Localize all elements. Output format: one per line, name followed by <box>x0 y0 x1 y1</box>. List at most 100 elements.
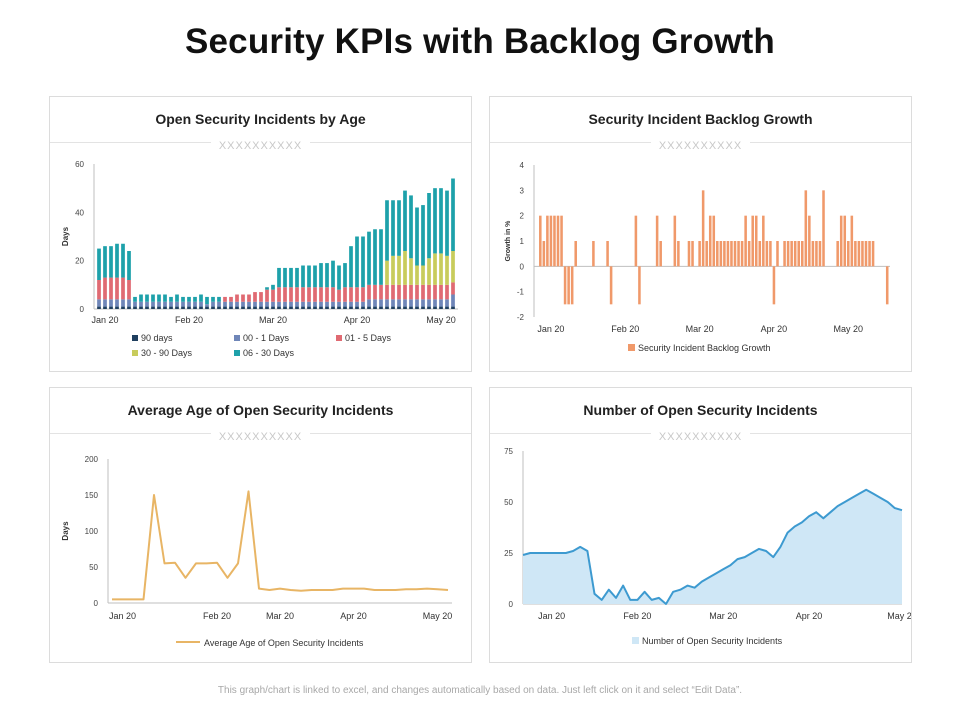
bar-segment <box>337 301 341 307</box>
bar-segment <box>331 301 335 307</box>
bar-segment <box>385 260 389 285</box>
legend-label: Number of Open Security Incidents <box>642 636 783 646</box>
bar-segment <box>157 306 161 309</box>
bar-segment <box>397 200 401 256</box>
growth-bar <box>758 241 762 267</box>
growth-bar <box>546 215 549 267</box>
bar-segment <box>193 301 197 307</box>
bar-segment <box>277 301 281 307</box>
growth-bar <box>797 241 801 267</box>
growth-bar <box>740 241 744 267</box>
bar-segment <box>409 299 413 307</box>
bar-segment <box>445 284 449 300</box>
bar-segment <box>115 277 119 300</box>
bar-segment <box>397 284 401 300</box>
page-title: Security KPIs with Backlog Growth <box>184 22 776 61</box>
y-tick-label: 0 <box>520 262 525 271</box>
legend-label: 00 - 1 Days <box>243 333 290 343</box>
legend-label: 06 - 30 Days <box>243 348 295 358</box>
bar-segment <box>403 284 407 300</box>
area-chart: 0 25 50 75 Jan 20 Feb 20 Mar 20 Apr 20 May 20 Num… <box>504 447 911 646</box>
bar-segment <box>367 306 371 309</box>
bar-segment <box>127 306 131 309</box>
bar-segment <box>175 306 179 309</box>
growth-bar <box>560 215 563 267</box>
bar-segment <box>265 306 269 309</box>
growth-bar <box>843 215 847 267</box>
bar-segment <box>253 292 257 302</box>
bar-segment <box>151 301 155 307</box>
bar-segment <box>295 267 299 288</box>
bar-segment <box>337 289 341 302</box>
x-tick-label: Apr 20 <box>344 315 371 325</box>
bar-segment <box>127 280 131 300</box>
x-tick-label: Jan 20 <box>109 611 136 621</box>
bar-segment <box>283 301 287 307</box>
y-tick-label: 0 <box>509 600 514 609</box>
bar-segment <box>361 306 365 309</box>
bar-segment <box>349 301 353 307</box>
bar-segment <box>199 294 203 302</box>
y-tick-label: 200 <box>85 455 99 464</box>
chart-panel-incidents-by-age: Open Security Incidents by Age XXXXXXXXX… <box>49 96 472 372</box>
bar-segment <box>205 306 209 309</box>
bar-segment <box>289 301 293 307</box>
bar-segment <box>169 301 173 307</box>
growth-bar <box>638 266 641 305</box>
bar-segment <box>385 284 389 300</box>
bar-segment <box>271 306 275 309</box>
bar-segment <box>115 299 119 307</box>
y-tick-label: 75 <box>504 447 513 456</box>
growth-bar <box>677 241 680 267</box>
x-tick-label: May 20 <box>426 315 456 325</box>
bar-segment <box>181 301 185 307</box>
legend-label: Average Age of Open Security Incidents <box>204 638 364 648</box>
bar-segment <box>451 306 455 309</box>
bar-segment <box>397 306 401 309</box>
growth-bar <box>783 241 786 267</box>
bar-segment <box>433 284 437 300</box>
bar-segment <box>331 306 335 309</box>
bar-segment <box>241 294 245 302</box>
bar-segment <box>361 301 365 307</box>
growth-bar <box>726 241 730 267</box>
chart-title: Security Incident Backlog Growth <box>588 111 813 127</box>
growth-bar <box>539 215 542 267</box>
bar-segment <box>211 301 215 307</box>
growth-bar <box>553 215 556 267</box>
bar-chart: -2 -1 0 1 2 3 4 Growth in % Jan 20 Feb 20 Mar 20 Ap… <box>505 161 890 353</box>
bar-segment <box>301 265 305 288</box>
bar-segment <box>373 229 377 285</box>
bar-segment <box>181 306 185 309</box>
bar-segment <box>451 282 455 295</box>
x-tick-label: Feb 20 <box>175 315 203 325</box>
bar-segment <box>217 296 221 302</box>
bar-segment <box>343 263 347 288</box>
growth-bar <box>822 190 825 267</box>
bar-segment <box>319 287 323 302</box>
bar-segment <box>427 258 431 285</box>
bar-segment <box>415 284 419 300</box>
bar-segment <box>433 306 437 309</box>
bar-segment <box>385 200 389 261</box>
legend-label: 30 - 90 Days <box>141 348 193 358</box>
growth-bar <box>804 190 808 267</box>
bar-segment <box>379 229 383 285</box>
bar-segment <box>223 296 227 302</box>
bar-segment <box>439 284 443 300</box>
bar-segment <box>109 306 113 309</box>
bar-segment <box>241 301 245 307</box>
growth-bar <box>747 241 751 267</box>
bar-segment <box>307 301 311 307</box>
growth-bar <box>751 215 754 267</box>
bar-segment <box>193 306 197 309</box>
bar-segment <box>325 263 329 288</box>
bar-segment <box>421 205 425 266</box>
y-tick-label: 60 <box>75 160 84 169</box>
bar-segment <box>145 306 149 309</box>
chart-panel-open-incidents: Number of Open Security Incidents XXXXXX… <box>489 387 912 663</box>
growth-bar <box>542 241 546 267</box>
bar-segment <box>343 287 347 302</box>
bar-segment <box>301 306 305 309</box>
growth-bar <box>762 215 765 267</box>
